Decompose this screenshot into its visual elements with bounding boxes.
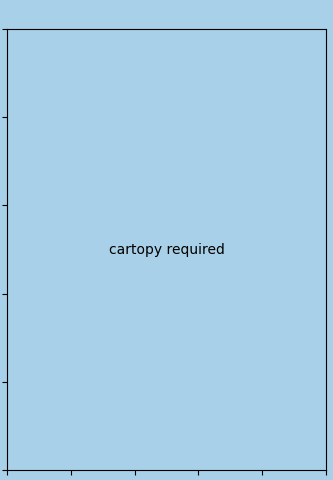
Text: cartopy required: cartopy required [109, 242, 224, 257]
